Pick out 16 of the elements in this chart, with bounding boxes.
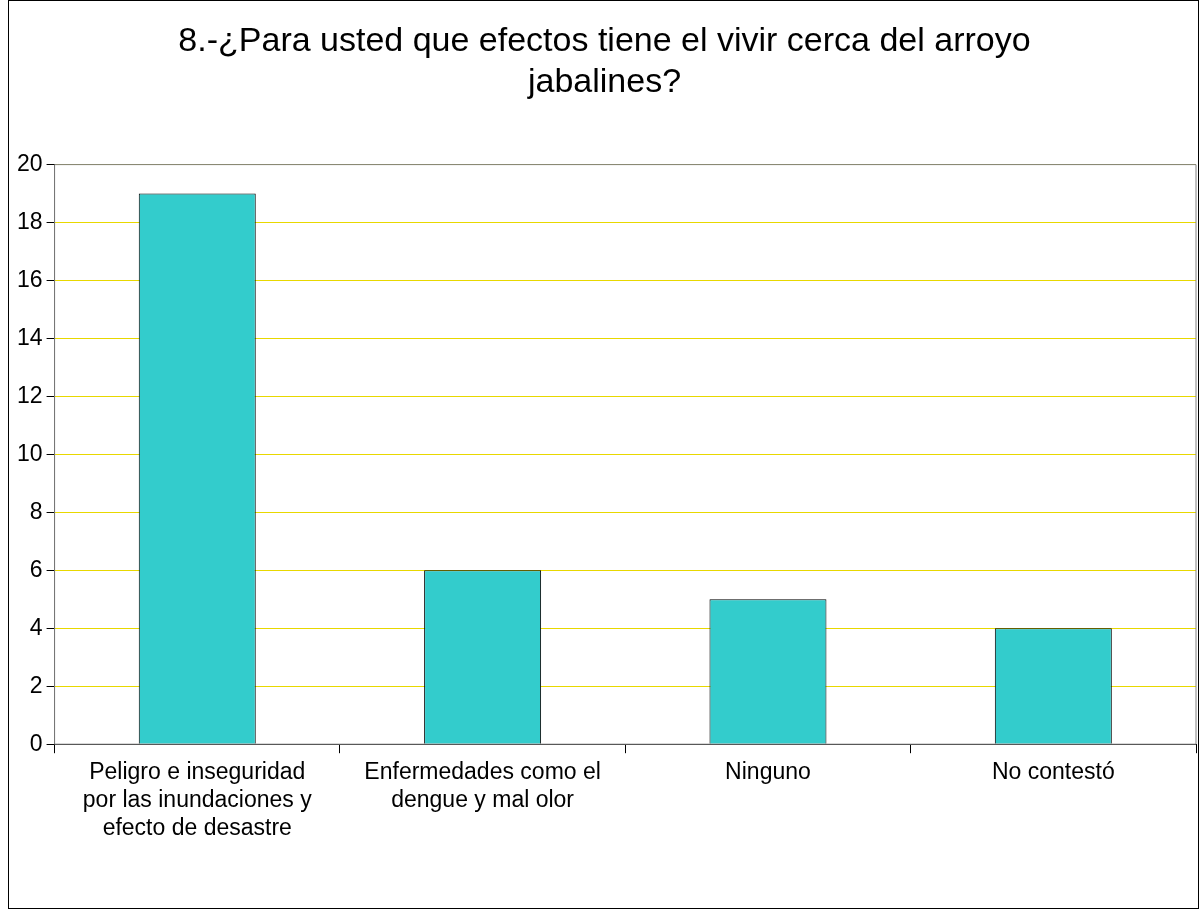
y-tick-label: 18 [16,207,43,234]
y-tick-label: 14 [16,323,43,350]
chart-title: 8.-¿Para usted que efectos tiene el vivir cerca del arroyo jabalines? [178,19,1031,99]
y-tick-label: 2 [29,671,43,698]
y-tick-label: 8 [29,497,43,524]
x-tick-label: Ninguno [725,758,811,785]
x-tick-label: No contestó [991,758,1115,785]
y-tick-label: 12 [16,381,43,408]
x-tick-label: Peligro e inseguridad por las inundaciones y efecto de desastre [82,758,313,840]
y-tick-label: 20 [16,149,43,176]
y-tick-label: 0 [29,729,43,756]
y-tick-label: 16 [16,265,43,292]
y-tick-label: 10 [16,439,43,466]
y-tick-label: 6 [29,555,43,582]
y-tick-label: 4 [29,613,43,640]
x-tick-label: Enfermedades como el dengue y mal olor [364,758,601,812]
